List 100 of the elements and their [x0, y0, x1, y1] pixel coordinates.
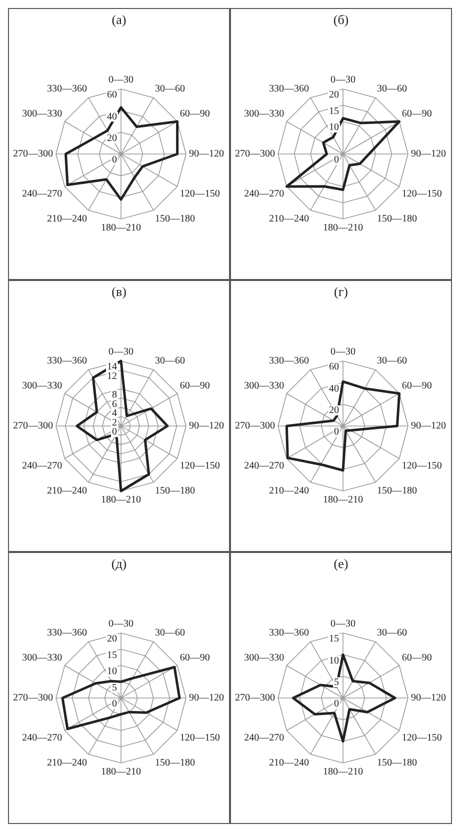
spoke-label: 300—330 — [244, 108, 284, 120]
y-tick-label: 6 — [112, 398, 117, 410]
chart-title: (е) — [334, 556, 348, 572]
y-tick-label: 10 — [329, 655, 339, 666]
spoke-label: 240—270 — [244, 188, 284, 200]
spoke-label: 60—90 — [402, 652, 432, 664]
y-tick-label: 0 — [112, 698, 117, 710]
spoke-label: 90—120 — [411, 148, 446, 160]
chart-title: (д) — [111, 556, 127, 572]
chart-title: (б) — [333, 12, 349, 28]
spoke-label: 150—180 — [155, 758, 195, 769]
spoke-label: 270—300 — [13, 692, 53, 704]
y-tick-label: 20 — [107, 634, 117, 645]
y-tick-label: 8 — [112, 389, 117, 400]
spoke-label: 300—330 — [22, 652, 62, 664]
spoke-label: 330—360 — [269, 628, 309, 639]
spoke-label: 150—180 — [377, 486, 417, 497]
spoke-label: 330—360 — [269, 84, 309, 95]
spoke-label: 240—270 — [22, 732, 62, 744]
spoke-label: 60—90 — [402, 108, 432, 120]
chart-title: (в) — [112, 284, 126, 300]
spoke-label: 270—300 — [13, 148, 53, 160]
spoke-label: 120—150 — [402, 460, 442, 472]
spoke-label: 120—150 — [180, 188, 220, 200]
y-tick-label: 4 — [112, 408, 117, 420]
spoke-label: 30—60 — [377, 84, 407, 95]
spoke-label: 180—210 — [323, 222, 363, 234]
spoke-label: 60—90 — [180, 380, 210, 392]
y-tick-label: 60 — [107, 90, 117, 101]
spoke-label: 120—150 — [402, 732, 442, 744]
spoke-label: 270—300 — [235, 148, 275, 160]
spoke-label: 210—240 — [269, 486, 309, 497]
spoke-label: 330—360 — [47, 628, 87, 639]
spoke-label: 180—210 — [101, 766, 141, 778]
spoke-label: 60—90 — [180, 652, 210, 664]
spoke-label: 300—330 — [244, 380, 284, 392]
spoke-label: 210—240 — [47, 486, 87, 497]
spoke-label: 300—330 — [22, 380, 62, 392]
y-tick-label: 0 — [334, 154, 339, 166]
spoke-label: 180—210 — [323, 494, 363, 506]
y-tick-label: 10 — [107, 666, 117, 678]
y-tick-label: 0 — [334, 426, 339, 438]
spoke-label: 30—60 — [377, 356, 407, 367]
y-tick-label: 2 — [112, 417, 117, 428]
spoke-label: 90—120 — [189, 148, 224, 160]
spoke-label: 270—300 — [235, 420, 275, 432]
spoke-label: 240—270 — [22, 460, 62, 472]
spoke-label: 330—360 — [47, 356, 87, 367]
spoke-label: 60—90 — [180, 108, 210, 120]
spoke-label: 210—240 — [269, 758, 309, 769]
spoke-label: 30—60 — [155, 84, 185, 95]
y-tick-label: 5 — [334, 676, 339, 688]
y-tick-label: 5 — [112, 682, 117, 694]
spoke-label: 300—330 — [22, 108, 62, 120]
chart-title: (г) — [334, 284, 348, 300]
spoke-label: 330—360 — [269, 356, 309, 367]
y-tick-label: 20 — [329, 90, 339, 101]
y-tick-label: 14 — [107, 362, 117, 373]
y-tick-label: 20 — [107, 132, 117, 144]
y-tick-label: 40 — [329, 383, 339, 394]
y-tick-label: 10 — [329, 122, 339, 134]
y-tick-label: 15 — [107, 650, 117, 661]
spoke-label: 120—150 — [180, 732, 220, 744]
spoke-label: 150—180 — [155, 486, 195, 497]
y-tick-label: 0 — [334, 698, 339, 710]
spoke-label: 210—240 — [47, 758, 87, 769]
spoke-label: 150—180 — [155, 214, 195, 225]
spoke-label: 240—270 — [244, 460, 284, 472]
spoke-label: 30—60 — [377, 628, 407, 639]
y-tick-label: 0 — [112, 154, 117, 166]
spoke-label: 0—30 — [330, 618, 356, 630]
spoke-label: 90—120 — [411, 420, 446, 432]
spoke-label: 150—180 — [377, 758, 417, 769]
spoke-label: 180—210 — [323, 766, 363, 778]
y-tick-label: 15 — [329, 106, 339, 117]
spoke-label: 120—150 — [180, 460, 220, 472]
spoke-label: 240—270 — [22, 188, 62, 200]
spoke-label: 30—60 — [155, 628, 185, 639]
spoke-label: 60—90 — [402, 380, 432, 392]
spoke-label: 30—60 — [155, 356, 185, 367]
spoke-label: 90—120 — [189, 692, 224, 704]
spoke-label: 180—210 — [101, 222, 141, 234]
spoke-label: 210—240 — [47, 214, 87, 225]
y-tick-label: 12 — [107, 370, 117, 382]
y-tick-label: 15 — [329, 634, 339, 645]
y-tick-label: 0 — [112, 426, 117, 438]
y-tick-label: 20 — [329, 404, 339, 416]
spoke-label: 240—270 — [244, 732, 284, 744]
y-tick-label: 60 — [329, 362, 339, 373]
spoke-label: 90—120 — [189, 420, 224, 432]
spoke-label: 330—360 — [47, 84, 87, 95]
spoke-label: 270—300 — [235, 692, 275, 704]
spoke-label: 120—150 — [402, 188, 442, 200]
spoke-label: 0—30 — [330, 346, 356, 358]
spoke-label: 0—30 — [108, 74, 134, 86]
spoke-label: 150—180 — [377, 214, 417, 225]
spoke-label: 0—30 — [108, 346, 134, 358]
spoke-label: 0—30 — [108, 618, 134, 630]
y-tick-label: 40 — [107, 111, 117, 122]
spoke-label: 90—120 — [411, 692, 446, 704]
